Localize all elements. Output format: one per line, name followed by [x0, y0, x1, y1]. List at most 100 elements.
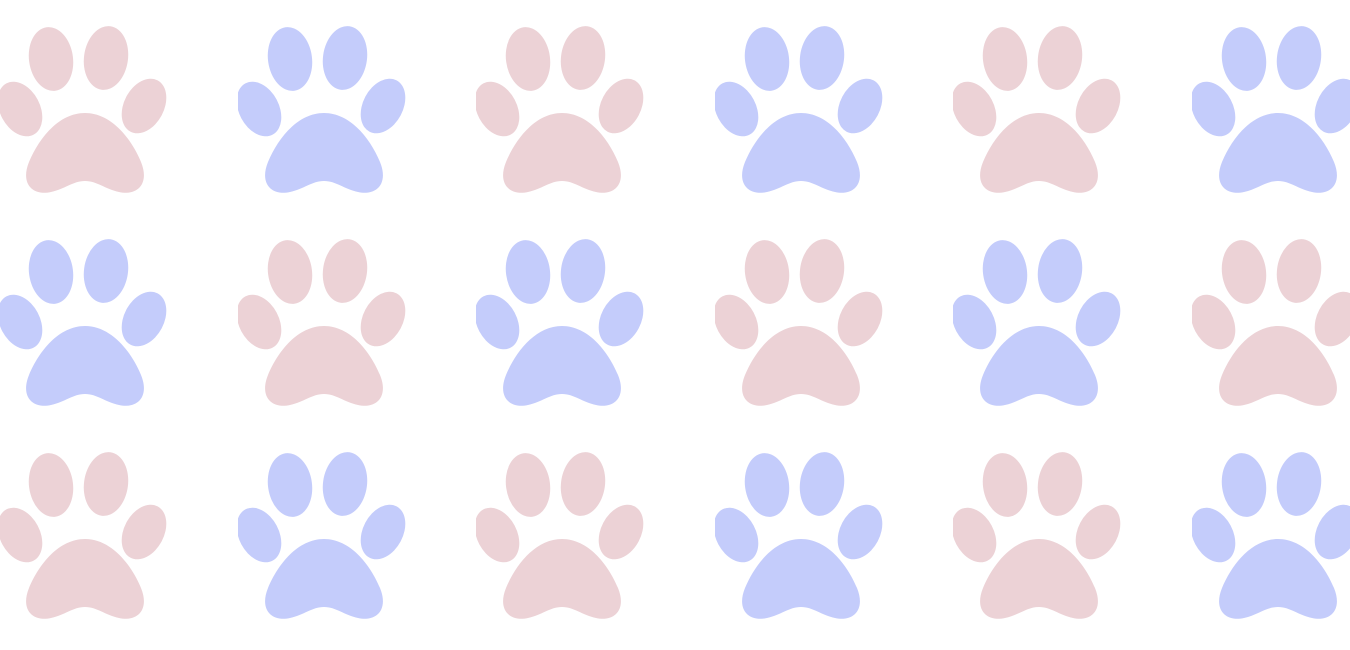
paw-print	[714, 452, 885, 622]
paw-main-pad	[503, 113, 621, 193]
paw-toe-pad	[982, 27, 1028, 91]
paw-toe-pad	[1075, 78, 1121, 134]
paw-print-icon	[953, 452, 1121, 619]
paw-main-pad	[741, 539, 860, 619]
paw-toe-pad	[121, 291, 167, 347]
paw-print-icon	[1191, 452, 1350, 619]
paw-toe-pad	[1276, 239, 1321, 303]
paw-toe-pad	[953, 81, 997, 137]
paw-toe-pad	[28, 27, 74, 91]
paw-toe-pad	[1191, 81, 1235, 137]
paw-print	[476, 239, 646, 409]
paw-toe-pad	[1221, 453, 1266, 517]
paw-toe-pad	[360, 504, 405, 560]
paw-print	[0, 239, 169, 409]
paw-toe-pad	[322, 26, 367, 90]
paw-print	[953, 239, 1123, 409]
paw-print	[1191, 452, 1350, 622]
paw-toe-pad	[598, 78, 644, 134]
paw-toe-pad	[476, 507, 520, 563]
paw-main-pad	[1218, 539, 1337, 619]
paw-main-pad	[264, 326, 383, 406]
paw-toe-pad	[0, 294, 43, 350]
paw-toe-pad	[505, 27, 551, 91]
paw-print-icon	[237, 239, 405, 406]
paw-print-icon	[714, 239, 882, 406]
paw-toe-pad	[982, 240, 1028, 304]
paw-print-icon	[476, 239, 644, 406]
paw-toe-pad	[982, 453, 1028, 517]
paw-toe-pad	[237, 507, 281, 563]
paw-toe-pad	[1276, 452, 1321, 516]
paw-toe-pad	[1221, 27, 1266, 91]
paw-print	[476, 26, 646, 196]
paw-toe-pad	[598, 291, 644, 347]
paw-toe-pad	[121, 78, 167, 134]
paw-toe-pad	[744, 240, 789, 304]
paw-toe-pad	[1314, 78, 1350, 134]
paw-toe-pad	[744, 27, 789, 91]
paw-toe-pad	[505, 453, 551, 517]
paw-toe-pad	[714, 294, 758, 350]
paw-main-pad	[26, 113, 144, 193]
paw-print	[237, 26, 408, 196]
paw-toe-pad	[1221, 240, 1266, 304]
paw-print	[714, 239, 885, 409]
paw-toe-pad	[1075, 504, 1121, 560]
paw-toe-pad	[28, 240, 74, 304]
paw-print-icon	[714, 26, 882, 193]
paw-print-icon	[0, 452, 167, 619]
paw-print-icon	[0, 26, 167, 193]
paw-toe-pad	[237, 294, 281, 350]
paw-print-icon	[476, 26, 644, 193]
paw-toe-pad	[1075, 291, 1121, 347]
paw-toe-pad	[1191, 507, 1235, 563]
paw-print-icon	[1191, 239, 1350, 406]
paw-print	[237, 239, 408, 409]
paw-toe-pad	[744, 453, 789, 517]
paw-toe-pad	[1191, 294, 1235, 350]
paw-toe-pad	[322, 239, 367, 303]
paw-toe-pad	[1314, 504, 1350, 560]
paw-toe-pad	[1037, 452, 1083, 516]
paw-print	[0, 26, 169, 196]
paw-main-pad	[26, 326, 144, 406]
paw-toe-pad	[560, 26, 606, 90]
paw-toe-pad	[953, 507, 997, 563]
paw-toe-pad	[360, 291, 405, 347]
paw-toe-pad	[267, 27, 312, 91]
paw-print	[953, 452, 1123, 622]
paw-print-icon	[953, 26, 1121, 193]
paw-print-icon	[0, 239, 167, 406]
paw-toe-pad	[237, 81, 281, 137]
paw-print	[0, 452, 169, 622]
paw-toe-pad	[560, 239, 606, 303]
paw-toe-pad	[476, 81, 520, 137]
paw-main-pad	[264, 539, 383, 619]
paw-print	[1191, 239, 1350, 409]
paw-toe-pad	[714, 81, 758, 137]
paw-main-pad	[980, 113, 1098, 193]
paw-print-icon	[953, 239, 1121, 406]
paw-print-icon	[476, 452, 644, 619]
paw-main-pad	[741, 113, 860, 193]
paw-toe-pad	[837, 504, 882, 560]
paw-toe-pad	[598, 504, 644, 560]
paw-main-pad	[1218, 326, 1337, 406]
paw-toe-pad	[28, 453, 74, 517]
paw-toe-pad	[322, 452, 367, 516]
paw-toe-pad	[1037, 26, 1083, 90]
paw-toe-pad	[505, 240, 551, 304]
paw-toe-pad	[953, 294, 997, 350]
paw-print	[476, 452, 646, 622]
paw-toe-pad	[837, 291, 882, 347]
paw-print	[953, 26, 1123, 196]
paw-toe-pad	[0, 507, 43, 563]
paw-toe-pad	[799, 452, 844, 516]
paw-main-pad	[26, 539, 144, 619]
paw-toe-pad	[267, 240, 312, 304]
paw-toe-pad	[267, 453, 312, 517]
paw-toe-pad	[1314, 291, 1350, 347]
paw-main-pad	[1218, 113, 1337, 193]
